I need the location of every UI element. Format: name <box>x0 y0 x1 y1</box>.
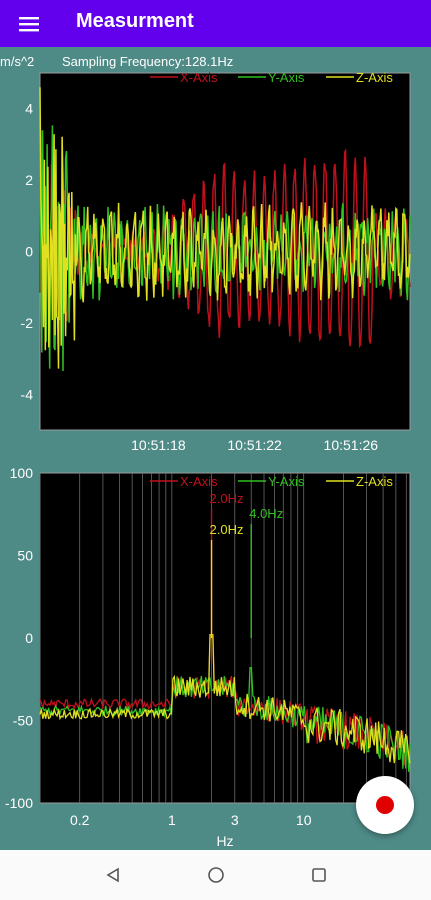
recents-icon <box>312 868 326 882</box>
legend-label: X-Axis <box>180 474 218 489</box>
y-unit-label: m/s^2 <box>0 54 34 69</box>
app-bar: Measurment <box>0 0 431 47</box>
y-tick-label: 0 <box>25 630 33 646</box>
y-tick-label: -4 <box>21 386 34 402</box>
y-tick-label: 0 <box>25 244 33 260</box>
y-tick-label: 100 <box>10 465 34 481</box>
x-tick-label: 10:51:26 <box>324 437 379 453</box>
y-tick-label: 2 <box>25 172 33 188</box>
peak-label: 2.0Hz <box>210 491 244 506</box>
recents-button[interactable] <box>306 862 332 888</box>
home-icon <box>208 867 224 883</box>
record-icon <box>376 796 394 814</box>
back-icon <box>106 867 119 883</box>
x-tick-label: 10:51:22 <box>227 437 282 453</box>
legend-label: Y-Axis <box>268 474 305 489</box>
x-tick-label: 10 <box>296 812 312 828</box>
x-tick-label: 0.2 <box>70 812 90 828</box>
y-tick-label: -100 <box>5 795 33 811</box>
peak-label: 2.0Hz <box>210 522 244 537</box>
x-tick-label: 3 <box>231 812 239 828</box>
page-title: Measurment <box>76 10 194 32</box>
back-button[interactable] <box>100 862 126 888</box>
y-tick-label: -2 <box>21 315 34 331</box>
legend-label: Y-Axis <box>268 70 305 85</box>
y-tick-label: 50 <box>17 548 33 564</box>
system-nav-bar <box>0 850 431 900</box>
x-axis-label: Hz <box>216 833 233 849</box>
hamburger-icon <box>19 16 39 31</box>
legend-label: X-Axis <box>180 70 218 85</box>
spectrum-line-z-axis <box>39 634 411 764</box>
sampling-frequency-label: Sampling Frequency:128.1Hz <box>62 54 233 69</box>
x-tick-label: 1 <box>168 812 176 828</box>
time-domain-chart[interactable]: m/s^2 Sampling Frequency:128.1Hz 4 2 0 -2 -4… <box>0 47 431 462</box>
series-line-z-axis <box>39 87 411 369</box>
home-button[interactable] <box>203 862 229 888</box>
x-tick-label: 10:51:18 <box>131 437 186 453</box>
menu-button[interactable] <box>0 0 58 47</box>
y-tick-label: -50 <box>13 713 33 729</box>
series-line-x-axis <box>39 130 411 349</box>
legend-label: Z-Axis <box>356 474 393 489</box>
legend-label: Z-Axis <box>356 70 393 85</box>
peak-label: 4.0Hz <box>249 506 283 521</box>
y-tick-label: 4 <box>25 101 33 117</box>
record-button[interactable] <box>356 776 414 834</box>
